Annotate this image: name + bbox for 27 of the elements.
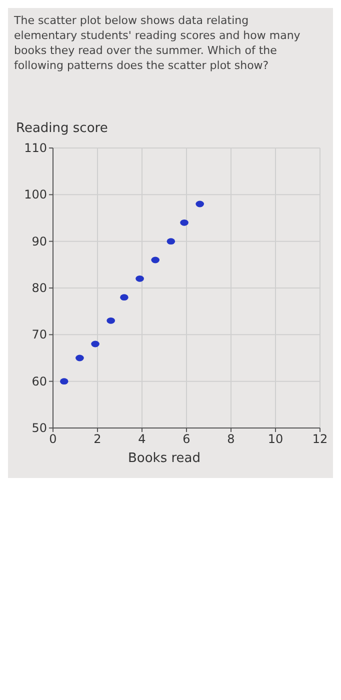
chart-title: The scatter plot below shows data relating elementary students' reading scores and how many books they read over the summer. Which of the following patterns does the scatter plot show? <box>13 14 301 72</box>
y-tick-label: 70 <box>32 328 47 342</box>
x-tick-label: 0 <box>49 432 57 446</box>
y-tick-label: 90 <box>32 234 47 248</box>
y-axis-title: Reading score <box>16 121 108 136</box>
point <box>151 256 160 264</box>
x-tick-label: 4 <box>138 432 146 446</box>
point <box>106 317 116 324</box>
point <box>60 378 68 385</box>
point <box>120 294 128 301</box>
x-tick-label: 10 <box>268 432 284 446</box>
point <box>76 354 84 362</box>
x-tick-label: 8 <box>227 432 235 446</box>
y-tick-label: 110 <box>24 141 47 155</box>
y-tick-label: 50 <box>32 421 47 435</box>
x-tick-label: 6 <box>182 432 190 446</box>
x-tick-label: 12 <box>312 432 328 446</box>
point <box>91 340 100 348</box>
point <box>136 275 144 282</box>
point <box>180 219 188 226</box>
x-tick-label: 2 <box>94 432 102 446</box>
y-tick-label: 100 <box>24 188 47 202</box>
y-tick-label: 80 <box>32 281 47 295</box>
point <box>166 238 176 245</box>
x-axis-title: Books read <box>128 451 201 466</box>
point <box>196 200 204 208</box>
y-tick-label: 60 <box>32 374 47 388</box>
